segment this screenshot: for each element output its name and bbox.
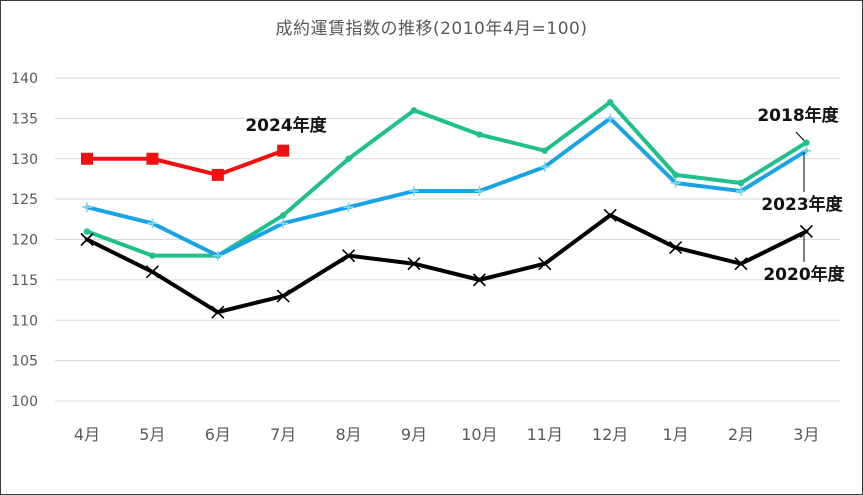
data-point [410,107,418,114]
series-line [85,213,809,315]
data-point [212,250,223,261]
y-tick-label: 140 [11,71,38,87]
data-point [342,249,356,263]
data-point [211,168,224,181]
data-point [605,113,616,124]
data-point [280,212,287,219]
x-tick-label: 1月 [663,425,689,444]
data-point [80,232,94,247]
data-point [82,202,92,213]
data-point [803,139,810,146]
data-point [407,257,421,271]
x-tick-label: 3月 [793,425,819,444]
y-tick-label: 130 [11,152,38,168]
data-point [672,171,679,179]
y-tick-label: 110 [11,313,38,329]
data-point [799,224,813,238]
y-tick-label: 120 [11,233,38,249]
data-point [670,177,681,188]
data-point [737,179,745,187]
data-point [83,228,91,235]
y-tick-label: 100 [11,394,38,410]
y-tick-label: 105 [11,354,38,370]
data-point [734,257,748,271]
y-tick-label: 115 [11,273,38,289]
x-tick-label: 9月 [401,425,427,444]
x-tick-label: 8月 [336,425,362,444]
chart-title: 成約運賃指数の推移(2010年4月=100) [275,19,588,39]
y-tick-label: 135 [11,111,38,127]
data-point [149,252,156,259]
data-point [603,208,617,222]
data-point [541,147,548,154]
data-point [276,289,290,303]
x-tick-label: 2月 [728,425,754,444]
y-tick-label: 125 [11,192,38,208]
x-tick-label: 7月 [270,425,296,444]
data-point [81,152,93,165]
series-annotation: 2018年度 [757,105,839,126]
data-point [472,273,486,287]
series-line [85,116,809,258]
x-tick-label: 4月 [74,425,100,444]
data-point [211,305,225,319]
series-annotation: 2020年度 [763,264,845,285]
data-point [801,145,812,156]
annotation-leader [795,131,805,141]
series-annotation: 2024年度 [245,115,327,136]
data-point [345,155,352,162]
data-point [409,186,419,197]
data-point [539,161,550,172]
data-point [736,186,746,197]
x-tick-label: 5月 [139,425,165,444]
data-point [277,144,290,157]
series-line [85,100,809,258]
x-tick-label: 6月 [205,425,231,444]
data-point [145,265,159,279]
data-point [669,241,683,255]
data-point [146,152,159,165]
x-tick-label: 11月 [527,425,563,444]
series-annotation: 2023年度 [761,194,843,215]
data-point [607,99,614,106]
x-tick-label: 10月 [461,425,497,444]
data-point [343,202,354,213]
series-line [85,148,286,177]
data-point [538,257,552,271]
data-point [474,186,485,197]
data-point [476,131,483,138]
x-tick-label: 12月 [592,425,628,444]
data-point [147,218,158,229]
data-point [278,218,289,229]
